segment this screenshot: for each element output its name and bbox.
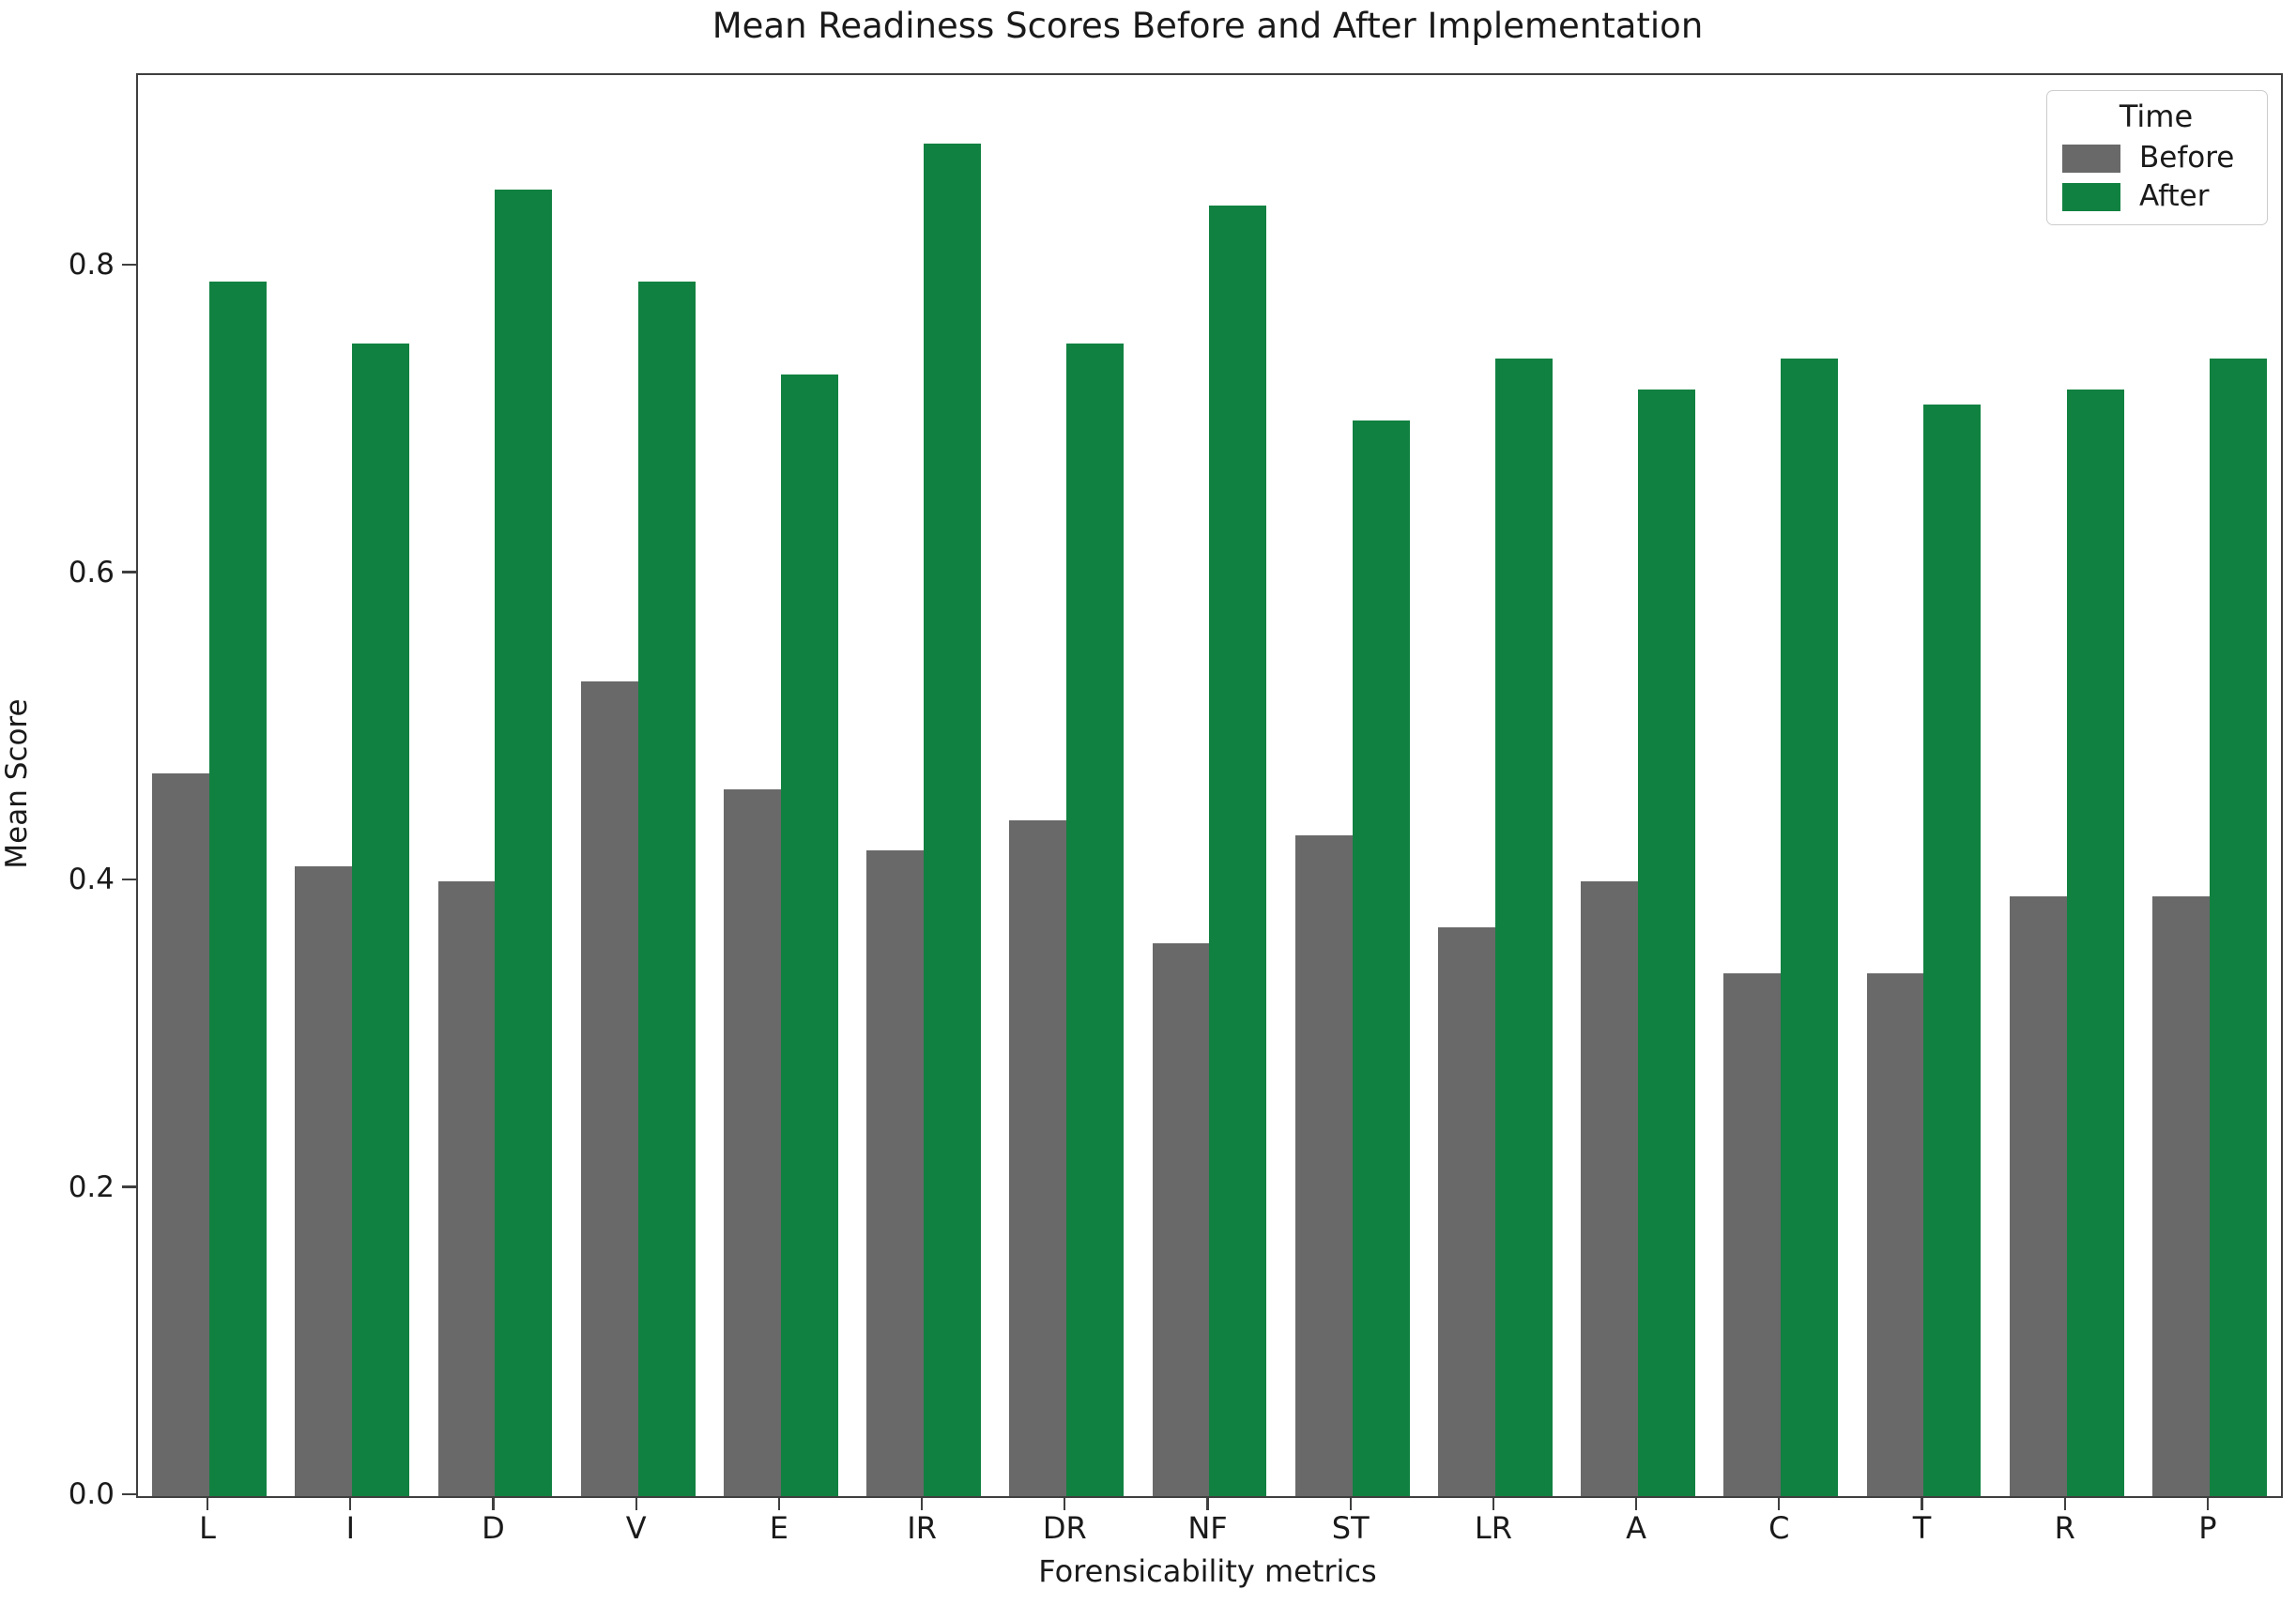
x-tick-label-R: R — [2054, 1510, 2075, 1546]
bar-before-NF — [1152, 942, 1210, 1496]
bar-before-E — [724, 788, 781, 1496]
bar-group-R — [1996, 75, 2138, 1496]
bar-before-IR — [866, 850, 925, 1496]
bar-before-ST — [1294, 834, 1353, 1496]
y-tick-mark — [122, 878, 136, 881]
legend-swatch-after — [2062, 182, 2120, 211]
bar-after-ST — [1352, 420, 1410, 1496]
bar-before-P — [2152, 896, 2210, 1496]
bar-after-A — [1638, 390, 1695, 1496]
x-tick-label-P: P — [2198, 1510, 2217, 1546]
bar-after-R — [2066, 390, 2124, 1496]
y-tick-mark — [122, 1185, 136, 1188]
plot-area: Time Before After — [136, 73, 2283, 1498]
y-axis-label: Mean Score — [0, 698, 34, 869]
bar-after-D — [495, 190, 553, 1496]
bar-group-D — [423, 75, 566, 1496]
x-axis-label: Forensicability metrics — [1038, 1553, 1377, 1589]
bar-before-DR — [1009, 819, 1067, 1496]
x-tick-mark — [492, 1496, 495, 1510]
bar-group-LR — [1424, 75, 1567, 1496]
x-tick-label-IR: IR — [907, 1510, 937, 1546]
x-tick-mark — [1778, 1496, 1781, 1510]
x-tick-mark — [920, 1496, 924, 1510]
legend-item-before: Before — [2062, 144, 2250, 173]
y-tick-label-0.4: 0.4 — [68, 863, 115, 896]
bar-before-I — [295, 865, 353, 1496]
x-tick-mark — [1492, 1496, 1495, 1510]
x-tick-mark — [635, 1496, 637, 1510]
y-tick-label-0.2: 0.2 — [68, 1169, 115, 1204]
legend: Time Before After — [2046, 90, 2268, 225]
bar-after-C — [1781, 359, 1839, 1496]
bar-after-T — [1923, 405, 1982, 1496]
y-tick-mark — [122, 571, 136, 573]
y-tick-label-0.0: 0.0 — [68, 1477, 115, 1511]
bar-group-L — [138, 75, 281, 1496]
x-tick-label-LR: LR — [1474, 1510, 1512, 1546]
x-tick-mark — [2063, 1496, 2066, 1510]
x-tick-mark — [1349, 1496, 1352, 1510]
bar-group-I — [281, 75, 423, 1496]
bar-group-IR — [852, 75, 995, 1496]
y-tick-mark — [122, 1492, 136, 1496]
bar-after-DR — [1066, 343, 1125, 1496]
x-tick-label-E: E — [769, 1510, 788, 1546]
bar-after-IR — [924, 144, 981, 1496]
bar-before-L — [152, 773, 210, 1496]
x-tick-label-ST: ST — [1331, 1510, 1370, 1546]
y-tick-mark — [122, 263, 136, 267]
x-tick-mark — [1064, 1496, 1066, 1510]
bar-before-C — [1723, 973, 1782, 1496]
x-tick-label-DR: DR — [1042, 1510, 1087, 1546]
x-tick-label-V: V — [625, 1510, 647, 1546]
x-tick-label-T: T — [1912, 1510, 1932, 1546]
bar-group-NF — [1138, 75, 1280, 1496]
x-tick-label-NF: NF — [1187, 1510, 1228, 1546]
x-tick-label-A: A — [1626, 1510, 1647, 1546]
bar-before-LR — [1438, 927, 1495, 1496]
bar-after-V — [637, 282, 696, 1496]
x-tick-mark — [777, 1496, 781, 1510]
bar-after-P — [2209, 359, 2267, 1496]
bar-group-A — [1567, 75, 1709, 1496]
x-tick-mark — [1206, 1496, 1209, 1510]
bar-group-T — [1852, 75, 1995, 1496]
legend-title: Time — [2119, 99, 2194, 134]
x-tick-mark — [349, 1496, 352, 1510]
x-tick-mark — [206, 1496, 209, 1510]
bar-group-E — [710, 75, 852, 1496]
bar-group-P — [2138, 75, 2281, 1496]
bar-before-A — [1581, 881, 1639, 1496]
x-tick-mark — [2206, 1496, 2210, 1510]
x-tick-mark — [1634, 1496, 1638, 1510]
x-tick-label-I: I — [345, 1510, 356, 1546]
bar-before-R — [2009, 896, 2067, 1496]
bar-after-LR — [1494, 359, 1553, 1496]
x-tick-label-C: C — [1768, 1510, 1790, 1546]
x-tick-label-L: L — [199, 1510, 216, 1546]
y-tick-label-0.8: 0.8 — [68, 248, 115, 283]
legend-item-after: After — [2062, 182, 2250, 211]
bar-group-ST — [1281, 75, 1424, 1496]
legend-swatch-before — [2062, 144, 2120, 173]
x-tick-label-D: D — [482, 1510, 505, 1546]
bar-group-C — [1709, 75, 1852, 1496]
x-tick-mark — [1921, 1496, 1923, 1510]
legend-items: Before After — [2062, 144, 2250, 211]
bar-after-L — [209, 282, 267, 1496]
bar-after-E — [780, 374, 838, 1496]
legend-label-before: Before — [2139, 141, 2235, 175]
bar-after-NF — [1209, 205, 1267, 1496]
bar-before-T — [1866, 973, 1924, 1496]
bar-before-V — [580, 681, 638, 1496]
y-tick-label-0.6: 0.6 — [68, 555, 115, 589]
bar-group-V — [567, 75, 710, 1496]
legend-label-after: After — [2139, 179, 2210, 213]
bar-before-D — [437, 881, 496, 1496]
bar-group-DR — [995, 75, 1138, 1496]
chart-title: Mean Readiness Scores Before and After I… — [712, 6, 1704, 46]
bar-after-I — [352, 343, 410, 1496]
